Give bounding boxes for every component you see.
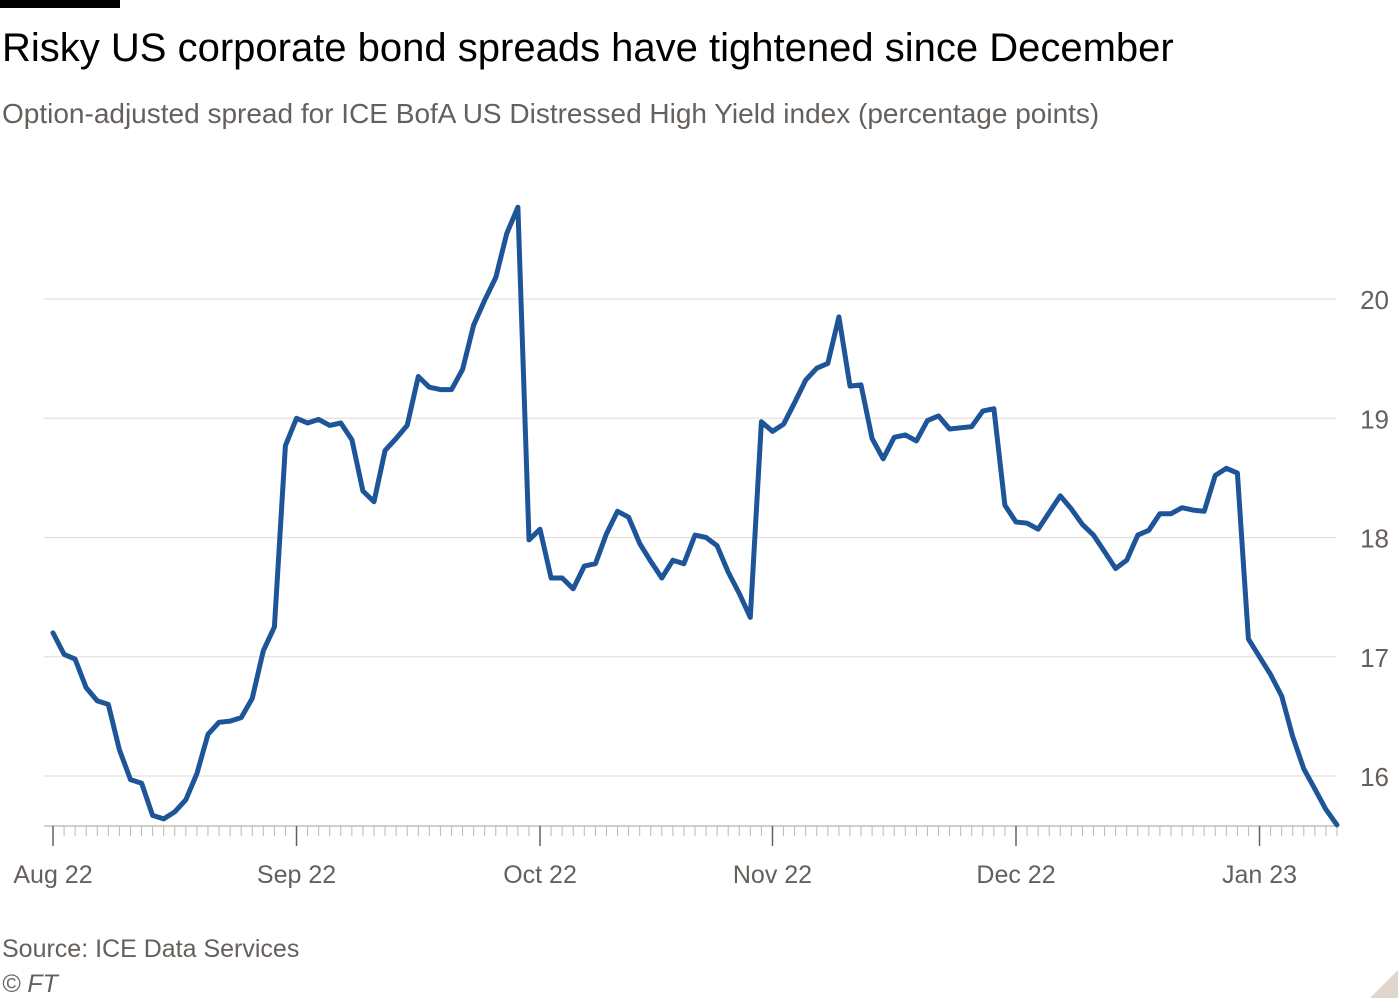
y-tick-label: 16 <box>1360 762 1389 792</box>
x-tick-label: Nov 22 <box>733 861 812 889</box>
chart-title: Risky US corporate bond spreads have tig… <box>2 26 1174 70</box>
line-chart: 16 17 18 19 20 Aug 22 Sep 22 Oct 22 Nov 22 Dec 2… <box>13 204 1389 889</box>
x-tick-label: Dec 22 <box>976 861 1055 889</box>
x-axis-labels: Aug 22 Sep 22 Oct 22 Nov 22 Dec 22 Jan 23 <box>13 861 1297 889</box>
source-note: Source: ICE Data Services <box>2 935 300 963</box>
copyright-note: © FT <box>2 970 58 998</box>
corner-fold <box>1370 970 1398 998</box>
y-tick-label: 19 <box>1360 404 1389 434</box>
series-line <box>50 204 1340 828</box>
y-tick-label: 18 <box>1360 524 1389 554</box>
grid-lines <box>44 298 1336 777</box>
x-tick-label: Oct 22 <box>503 861 577 889</box>
y-axis-labels: 16 17 18 19 20 <box>1360 285 1389 792</box>
y-tick-label: 20 <box>1360 285 1389 315</box>
x-tick-label: Aug 22 <box>13 861 92 889</box>
series-group <box>50 204 1340 828</box>
x-tick-label: Jan 23 <box>1222 861 1297 889</box>
x-axis <box>44 825 1338 846</box>
chart-subtitle: Option-adjusted spread for ICE BofA US D… <box>2 98 1100 129</box>
x-tick-label: Sep 22 <box>257 861 336 889</box>
y-tick-label: 17 <box>1360 643 1389 673</box>
brand-bar <box>0 0 120 8</box>
